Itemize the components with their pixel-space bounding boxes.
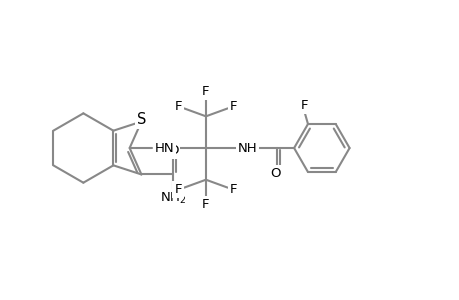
Text: NH$_2$: NH$_2$ — [160, 191, 186, 206]
Text: HN: HN — [154, 142, 174, 154]
Text: F: F — [230, 100, 237, 113]
Text: F: F — [174, 100, 182, 113]
Text: F: F — [230, 183, 237, 196]
Text: O: O — [269, 167, 280, 180]
Text: F: F — [174, 183, 182, 196]
Text: NH: NH — [237, 142, 257, 154]
Text: F: F — [202, 198, 209, 211]
Text: F: F — [300, 99, 307, 112]
Text: F: F — [202, 85, 209, 98]
Text: O: O — [168, 144, 178, 157]
Text: S: S — [136, 112, 146, 127]
